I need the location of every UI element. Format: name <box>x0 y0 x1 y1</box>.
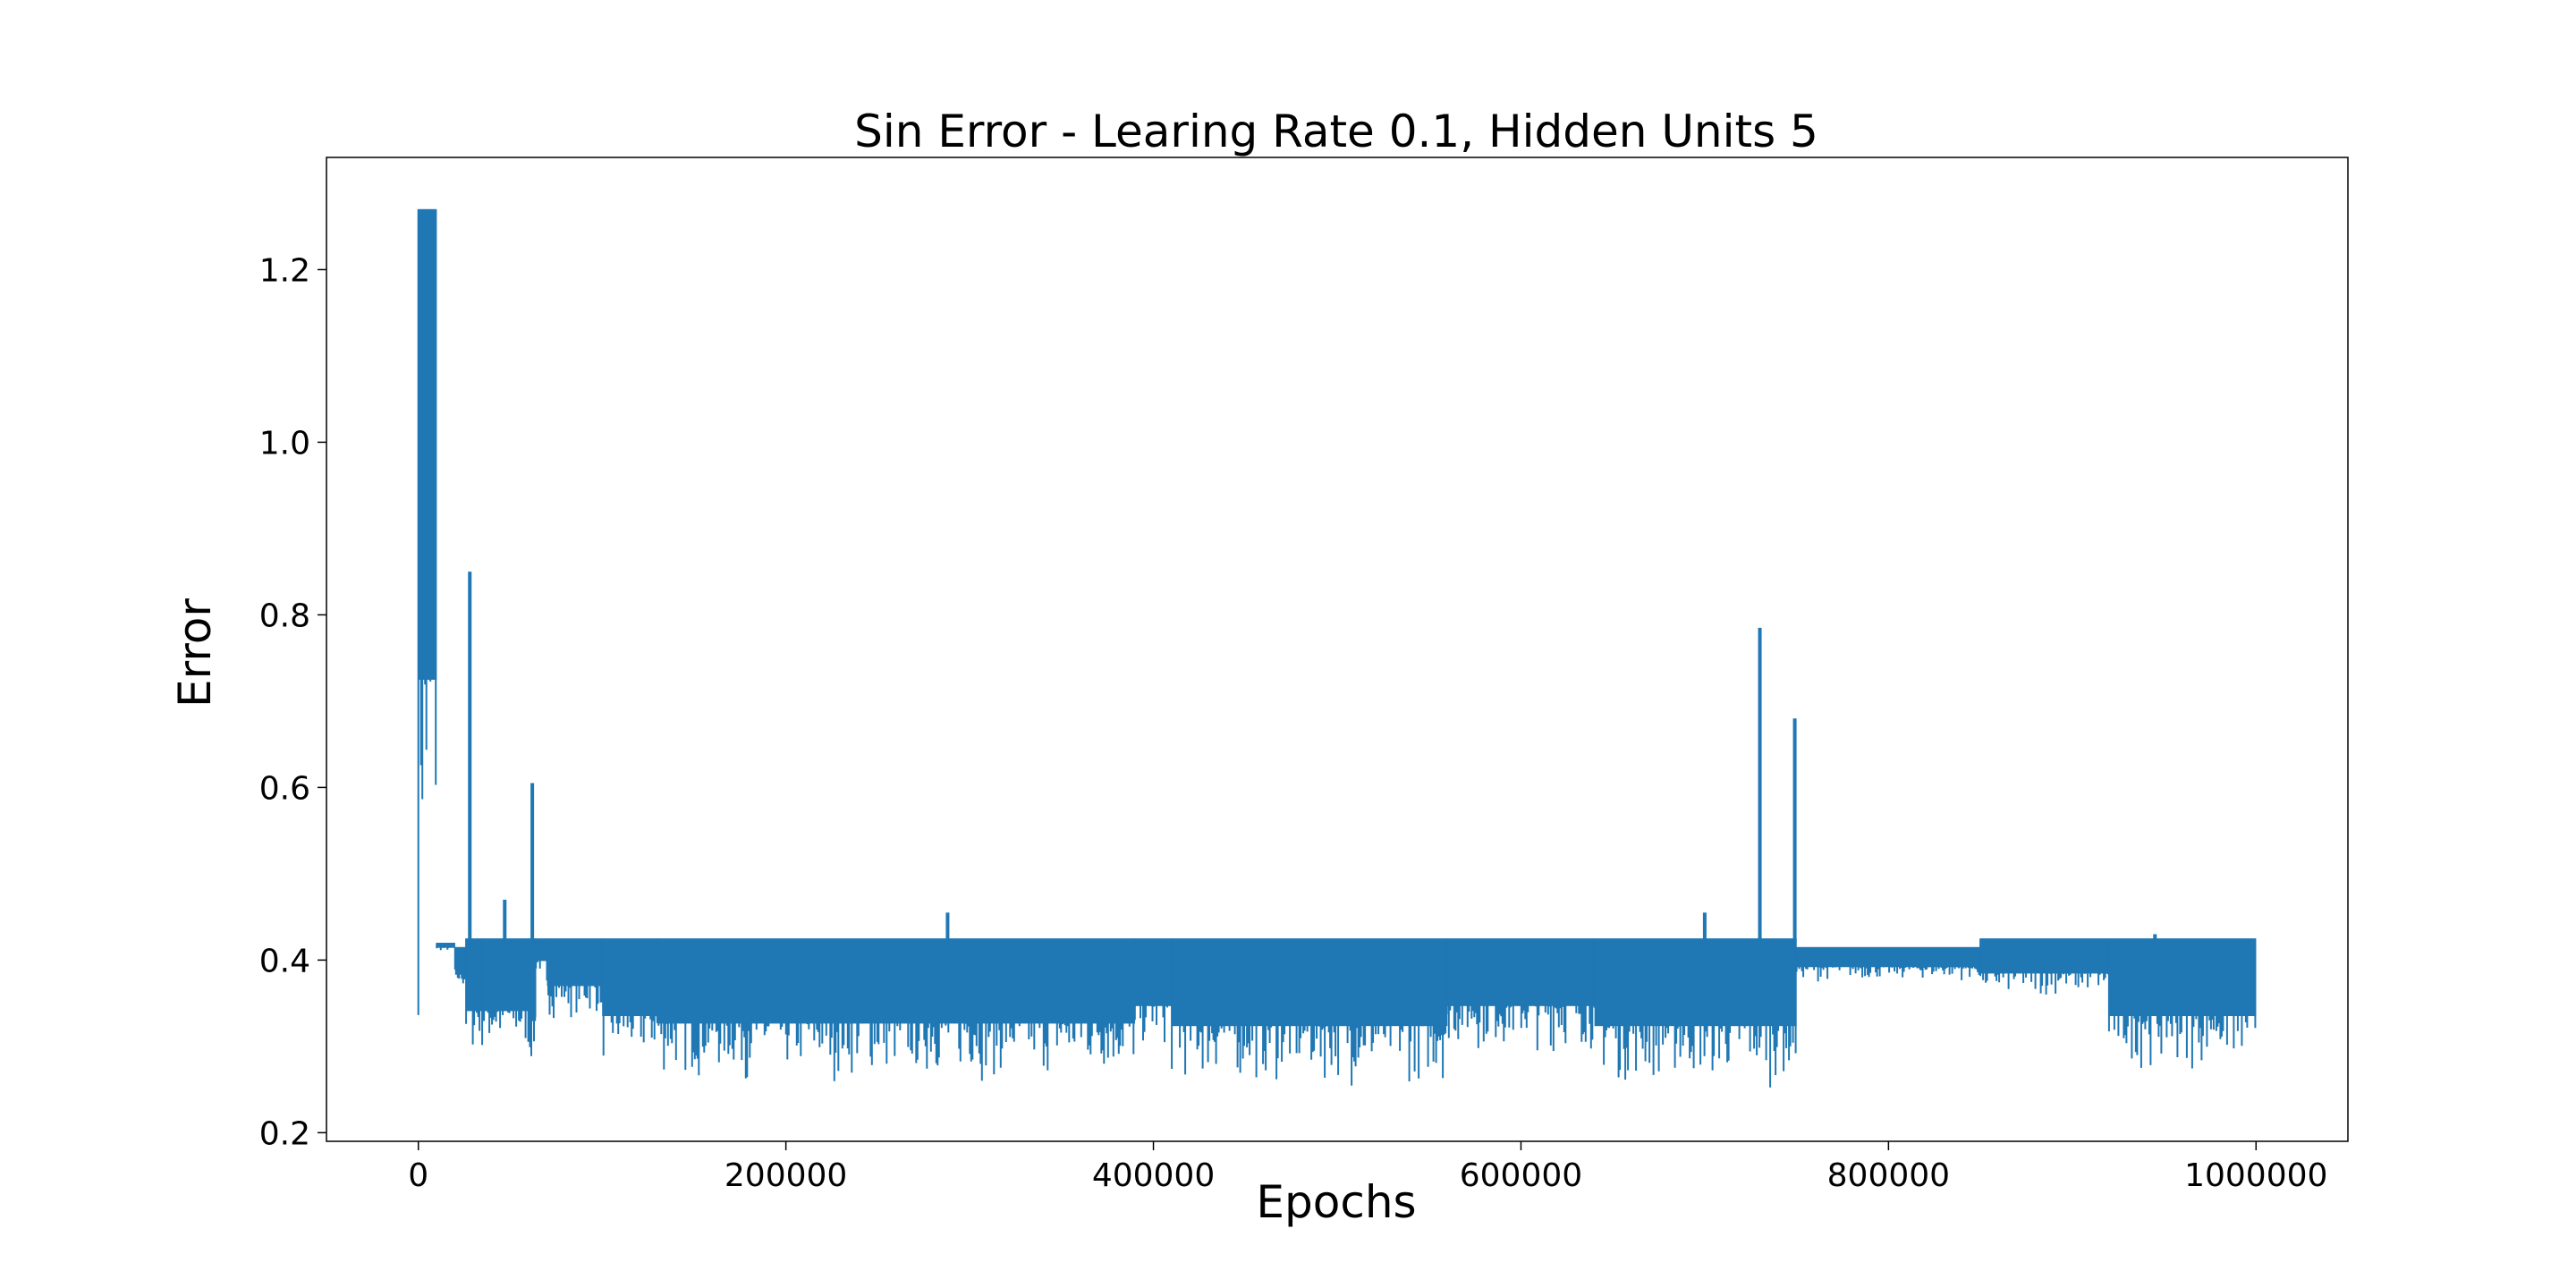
series-band-segment <box>481 938 530 1042</box>
y-tick-label: 1.2 <box>259 252 310 289</box>
series-band-segment <box>535 938 548 969</box>
plot-area <box>417 208 2257 1088</box>
series-band-core <box>482 938 529 1012</box>
x-axis: 0 200000 400000 600000 800000 1000000 <box>408 1141 2327 1194</box>
x-tick-label: 800000 <box>1827 1157 1950 1194</box>
series-band-core <box>454 946 467 975</box>
series-band-core <box>1594 938 1797 1027</box>
series-band-core <box>1135 938 1173 1006</box>
series-band-segment <box>1979 938 2109 995</box>
series-band-segment <box>528 938 537 1056</box>
series-band-segment <box>546 938 603 1019</box>
series-band-segment <box>453 946 467 984</box>
y-axis-title: Error <box>169 598 221 708</box>
series-band-segment <box>465 938 484 1046</box>
series-band-core <box>536 938 547 962</box>
y-tick-label: 0.6 <box>259 770 310 807</box>
y-tick-label: 1.0 <box>259 425 310 462</box>
series-band-core <box>418 208 437 680</box>
series-band-core <box>1980 938 2109 974</box>
series-band-segment <box>1134 938 1173 1043</box>
chart-title: Sin Error - Learing Rate 0.1, Hidden Uni… <box>854 106 1818 157</box>
series-band-segment <box>417 208 437 1015</box>
x-tick-label: 200000 <box>724 1157 847 1194</box>
y-tick-label: 0.4 <box>259 943 310 979</box>
series-band-segment <box>2107 938 2257 1069</box>
x-tick-label: 600000 <box>1460 1157 1582 1194</box>
series-band-core <box>436 943 455 948</box>
plot-frame <box>326 157 2349 1142</box>
series-band-core <box>1172 938 1448 1027</box>
y-tick-label: 0.8 <box>259 597 310 634</box>
series-band-segment <box>1795 946 1981 982</box>
series-band-segment <box>601 938 658 1056</box>
series-band-core <box>1796 946 1981 968</box>
series-band-segment <box>656 938 1136 1081</box>
x-tick-label: 1000000 <box>2184 1157 2327 1194</box>
x-tick-label: 0 <box>408 1157 428 1194</box>
series-band-core <box>1447 938 1595 1006</box>
x-axis-title: Epochs <box>1256 1176 1416 1228</box>
series-band-segment <box>436 943 455 951</box>
series-band-core <box>2108 938 2257 1016</box>
series-band-segment <box>1446 938 1595 1051</box>
x-tick-label: 400000 <box>1092 1157 1215 1194</box>
series-band-core <box>602 938 657 1016</box>
series-band-segment <box>1593 938 1797 1088</box>
series-band-core <box>529 938 537 1021</box>
series-band-core <box>547 938 603 987</box>
series-band-core <box>657 938 1135 1024</box>
y-tick-label: 0.2 <box>259 1115 310 1152</box>
series-band-core <box>466 938 483 1012</box>
y-axis: 0.2 0.4 0.6 0.8 1.0 1.2 <box>259 252 326 1152</box>
series-band-segment <box>1171 938 1448 1086</box>
